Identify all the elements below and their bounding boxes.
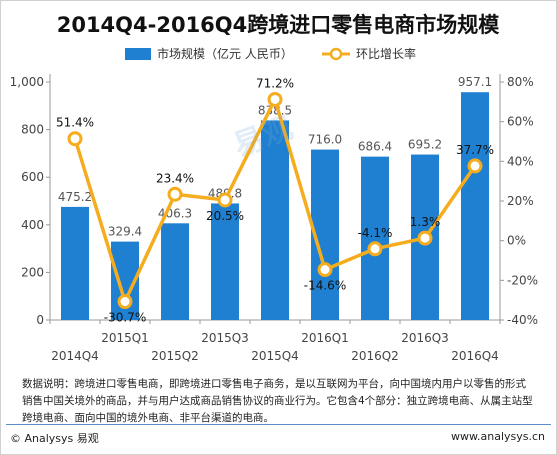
- bar-value-label: 695.2: [408, 138, 442, 152]
- growth-point: [217, 192, 233, 208]
- bar: [261, 120, 289, 320]
- growth-point: [467, 158, 483, 174]
- x-tick-label: 2016Q4: [451, 349, 499, 363]
- left-tick-label: 200: [21, 265, 44, 279]
- left-tick-label: 800: [21, 123, 44, 137]
- growth-value-label: 37.7%: [456, 143, 494, 157]
- growth-value-label: 20.5%: [206, 209, 244, 223]
- growth-point: [67, 131, 83, 147]
- growth-value-label: 1.3%: [410, 215, 441, 229]
- right-tick-label: 60%: [507, 115, 534, 129]
- right-tick-label: -20%: [507, 273, 538, 287]
- x-tick-label: 2015Q1: [101, 331, 149, 345]
- chart-title: 2014Q4-2016Q4跨境进口零售电商市场规模: [57, 13, 501, 37]
- bar-value-label: 957.1: [458, 75, 492, 89]
- bar: [61, 206, 89, 320]
- growth-value-label: -30.7%: [104, 311, 146, 325]
- left-tick-label: 600: [21, 170, 44, 184]
- right-tick-label: -40%: [507, 313, 538, 327]
- growth-value-label: -14.6%: [304, 279, 346, 293]
- legend-bar-label: 市场规模（亿元 人民币）: [157, 46, 293, 61]
- growth-value-label: 23.4%: [156, 171, 194, 185]
- x-tick-label: 2014Q4: [51, 349, 99, 363]
- footer-divider: [6, 424, 551, 425]
- x-tick-label: 2016Q1: [301, 331, 349, 345]
- x-tick-label: 2015Q4: [251, 349, 299, 363]
- x-tick-label: 2015Q3: [201, 331, 249, 345]
- copyright-text: © Analysys 易观: [10, 432, 99, 445]
- growth-point: [267, 91, 283, 107]
- right-tick-label: 40%: [507, 154, 534, 168]
- right-tick-label: 0%: [507, 234, 526, 248]
- right-tick-label: 80%: [507, 75, 534, 89]
- x-tick-label: 2015Q2: [151, 349, 199, 363]
- bar-value-label: 686.4: [358, 140, 392, 154]
- growth-value-label: 71.2%: [256, 76, 294, 90]
- bar: [161, 223, 189, 320]
- growth-point: [317, 262, 333, 278]
- legend-line-marker: [329, 47, 343, 61]
- bar-value-label: 329.4: [108, 225, 142, 239]
- growth-point: [417, 230, 433, 246]
- growth-value-label: 51.4%: [56, 116, 94, 130]
- growth-point: [367, 241, 383, 257]
- data-note: 数据说明：跨境进口零售电商，即跨境进口零售电子商务，是以互联网为平台，向中国境内…: [22, 378, 533, 424]
- left-tick-label: 400: [21, 218, 44, 232]
- left-tick-label: 0: [36, 313, 44, 327]
- x-tick-label: 2016Q3: [401, 331, 449, 345]
- bar: [461, 92, 489, 320]
- bar: [211, 203, 239, 320]
- bar: [361, 156, 389, 320]
- x-tick-label: 2016Q2: [351, 349, 399, 363]
- bar-value-label: 716.0: [308, 133, 342, 147]
- right-tick-label: 20%: [507, 194, 534, 208]
- legend-line-label: 环比增长率: [356, 46, 416, 61]
- growth-value-label: -4.1%: [358, 226, 393, 240]
- bar-value-label: 475.2: [58, 190, 92, 204]
- growth-point: [167, 186, 183, 202]
- website-text: www.analysys.cn: [451, 430, 545, 443]
- left-tick-label: 1,000: [10, 75, 44, 89]
- growth-point: [117, 294, 133, 310]
- legend-bar-swatch: [125, 48, 151, 60]
